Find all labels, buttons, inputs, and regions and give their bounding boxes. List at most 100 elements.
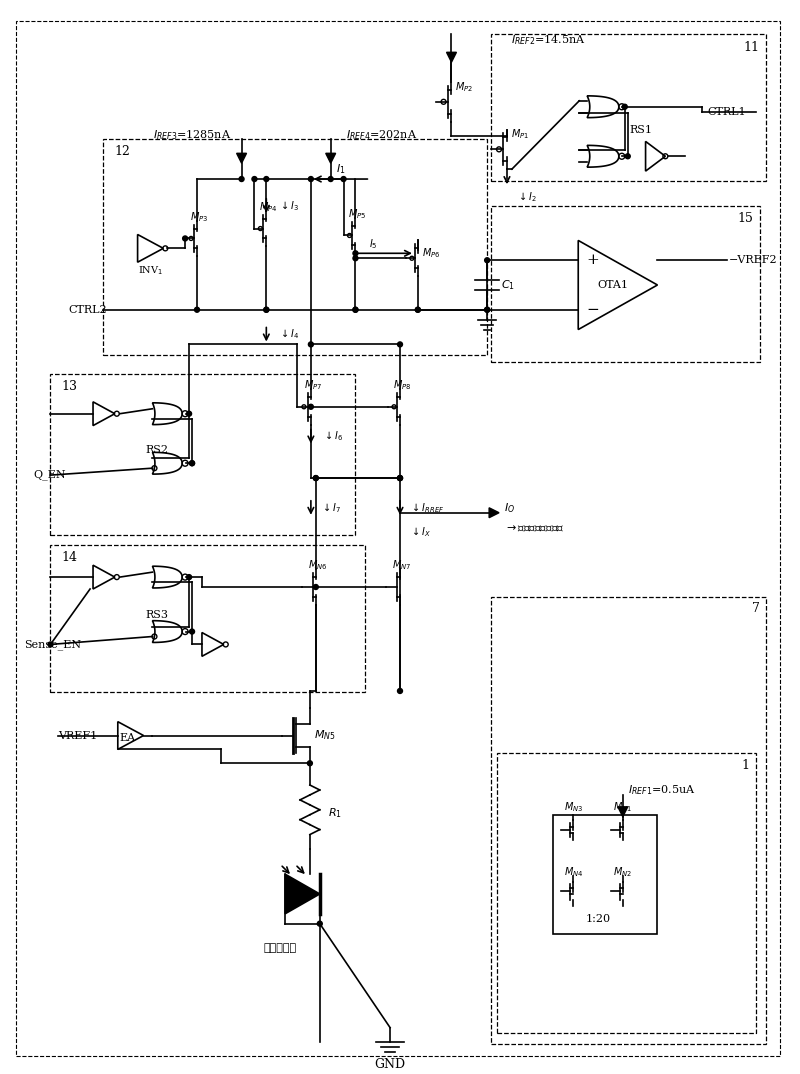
Polygon shape [153,621,182,642]
Circle shape [398,476,402,480]
Circle shape [626,154,630,159]
Text: +: + [586,253,599,267]
Polygon shape [138,234,163,262]
Circle shape [309,342,314,347]
Circle shape [485,307,490,313]
Text: $C_1$: $C_1$ [501,278,515,292]
Text: CTRL1: CTRL1 [707,106,746,117]
Circle shape [264,307,269,313]
Text: EA: EA [120,732,136,742]
Text: GND: GND [374,1058,406,1071]
Circle shape [309,176,314,182]
Circle shape [398,342,402,347]
Text: $M_{P8}$: $M_{P8}$ [393,378,411,392]
Circle shape [398,476,402,480]
Text: $I_{REF1}$=0.5uA: $I_{REF1}$=0.5uA [628,783,695,797]
Bar [491,206,761,362]
Circle shape [353,251,358,256]
Circle shape [309,404,314,409]
Text: 11: 11 [743,41,759,54]
Text: RS2: RS2 [146,446,169,455]
Polygon shape [93,565,115,589]
Text: Sense_EN: Sense_EN [24,639,81,650]
Circle shape [485,307,490,313]
Text: $M_{P6}$: $M_{P6}$ [422,246,440,260]
Text: $M_{P1}$: $M_{P1}$ [511,128,529,142]
Text: $I_5$: $I_5$ [369,237,378,251]
Text: $R_1$: $R_1$ [328,806,342,819]
Polygon shape [618,807,628,816]
Bar [103,140,487,355]
Circle shape [353,307,358,313]
Polygon shape [285,874,320,914]
Text: $\downarrow I_3$: $\downarrow I_3$ [279,199,300,213]
Text: $M_{P3}$: $M_{P3}$ [190,209,208,223]
Circle shape [328,176,333,182]
Polygon shape [118,722,143,750]
Polygon shape [153,403,182,424]
Text: $M_{N6}$: $M_{N6}$ [308,558,327,572]
Polygon shape [326,154,336,163]
Text: $\downarrow I_2$: $\downarrow I_2$ [517,190,538,204]
Polygon shape [489,508,499,518]
Text: $M_{N1}$: $M_{N1}$ [614,800,632,814]
Text: $\downarrow I_4$: $\downarrow I_4$ [279,328,300,342]
Circle shape [48,642,53,647]
Text: $\downarrow I_6$: $\downarrow I_6$ [322,430,343,444]
Circle shape [314,584,318,590]
Polygon shape [587,145,619,168]
Circle shape [314,476,318,480]
Text: −: − [586,303,599,317]
Text: 13: 13 [62,380,78,393]
Circle shape [307,760,312,766]
Text: 1: 1 [742,758,750,772]
Text: 1:20: 1:20 [586,914,610,924]
Circle shape [415,307,420,313]
Text: $\downarrow I_X$: $\downarrow I_X$ [410,525,431,539]
Polygon shape [578,241,658,330]
Text: 12: 12 [115,145,130,158]
Text: $I_O$: $I_O$ [504,500,515,514]
Bar [491,34,766,182]
Circle shape [353,307,358,313]
Circle shape [341,176,346,182]
Polygon shape [93,402,115,425]
Text: $\rightarrow$流入模数转换电路: $\rightarrow$流入模数转换电路 [504,523,564,533]
Text: $M_{P2}$: $M_{P2}$ [455,81,474,93]
Circle shape [264,307,269,313]
Circle shape [190,461,194,466]
Text: RS1: RS1 [629,125,652,134]
Circle shape [186,411,191,417]
Text: 光电二极管: 光电二极管 [264,943,297,954]
Polygon shape [237,154,246,163]
Text: $\downarrow I_{RREF}$: $\downarrow I_{RREF}$ [410,500,445,514]
Text: $I_{REF2}$=14.5nA: $I_{REF2}$=14.5nA [511,33,586,47]
Text: RS3: RS3 [146,610,169,620]
Circle shape [264,176,269,182]
Bar [50,546,366,692]
Circle shape [485,258,490,263]
Text: $I_{REF3}$=1285nA: $I_{REF3}$=1285nA [153,129,231,143]
Text: $I_{REF4}$=202nA: $I_{REF4}$=202nA [346,129,417,143]
Circle shape [190,461,194,466]
Circle shape [398,476,402,480]
Text: $M_{N7}$: $M_{N7}$ [392,558,412,572]
Bar [497,753,757,1032]
Text: 15: 15 [738,213,754,226]
Text: $M_{P4}$: $M_{P4}$ [259,200,278,214]
Text: $M_{N2}$: $M_{N2}$ [614,866,632,880]
Circle shape [252,176,257,182]
Text: CTRL2: CTRL2 [68,305,107,315]
Circle shape [398,688,402,694]
Circle shape [194,307,199,313]
Circle shape [622,104,627,110]
Text: −VREF2: −VREF2 [729,256,778,265]
Text: $I_1$: $I_1$ [336,162,346,176]
Polygon shape [646,142,666,171]
Bar [491,597,766,1045]
Polygon shape [587,96,619,118]
Polygon shape [446,53,457,62]
Text: INV$_1$: INV$_1$ [138,264,163,276]
Polygon shape [202,633,224,656]
Text: VREF1: VREF1 [58,730,98,741]
